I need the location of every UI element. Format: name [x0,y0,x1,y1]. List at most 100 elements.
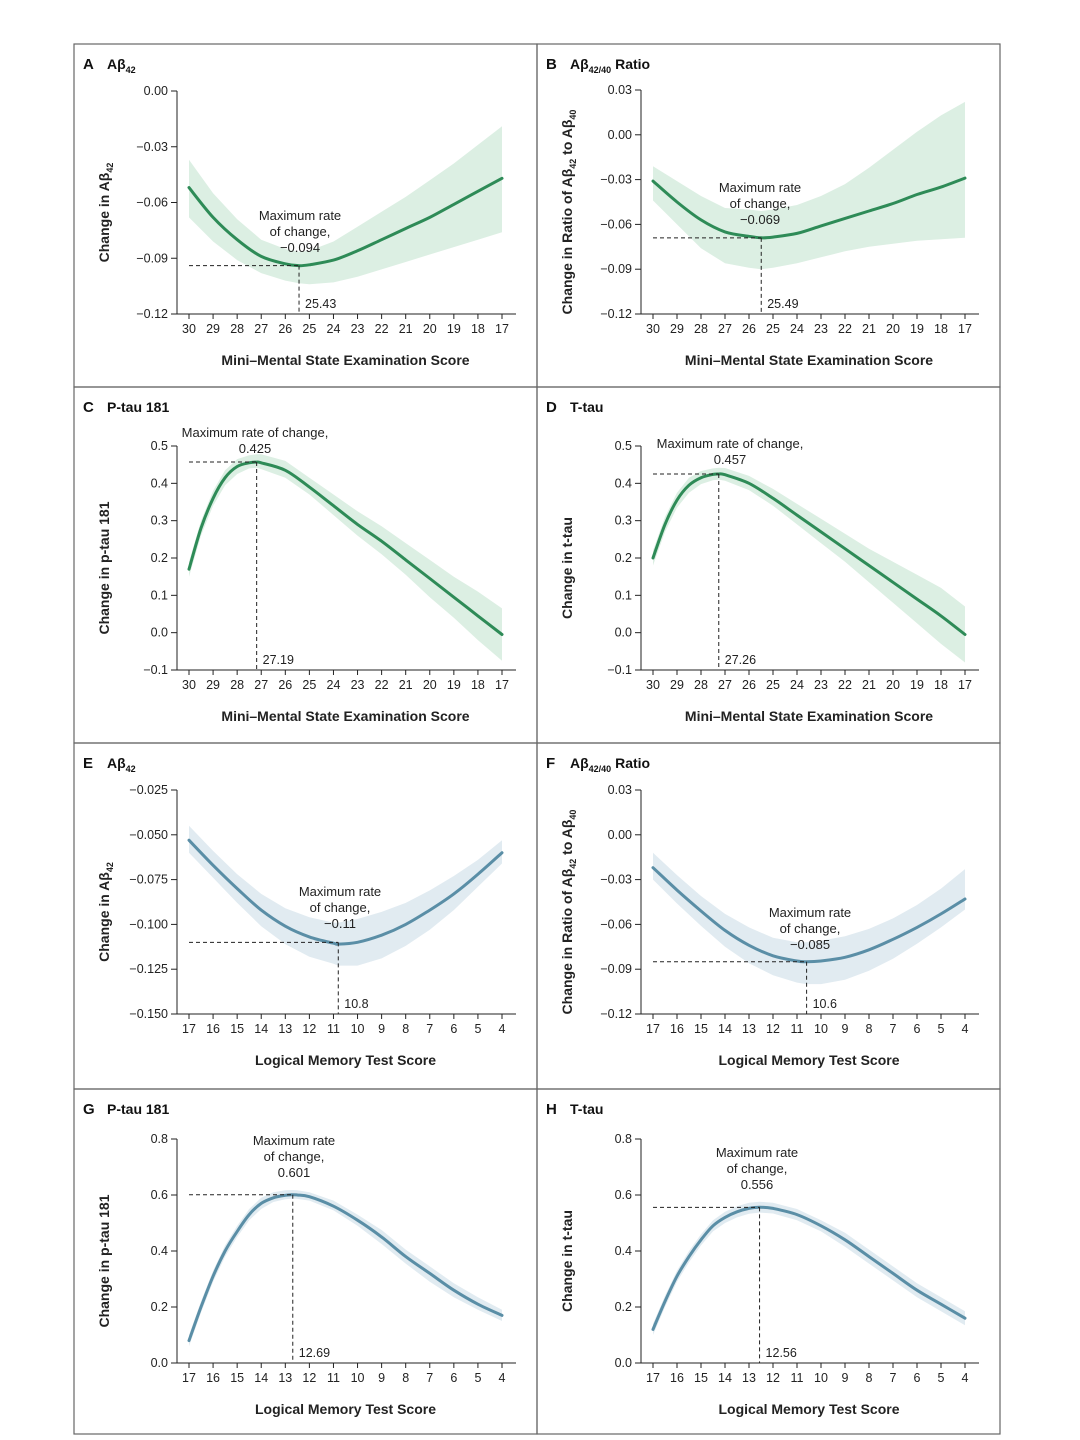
y-tick-label: 0.2 [151,1300,168,1314]
x-tick-label: 16 [670,1371,684,1385]
y-tick-label: −0.12 [600,307,632,321]
panel-letter: C [83,399,94,416]
x-tick-label: 4 [962,1022,969,1036]
series-line [187,1193,504,1343]
max-x-label: 25.49 [767,297,798,311]
x-tick-label: 7 [426,1371,433,1385]
panel-title: Aβ42/40 Ratio [570,755,650,774]
x-tick-label: 20 [886,678,900,692]
x-tick-label: 9 [842,1022,849,1036]
panel-title: Aβ42/40 Ratio [570,56,650,75]
y-axis-title: Change in p-tau 181 [96,1194,112,1327]
series-line [651,866,967,964]
y-tick-label: 0.00 [608,128,632,142]
x-tick-label: 10 [351,1022,365,1036]
y-tick-label: −0.03 [600,873,632,887]
x-axis-title: Mini–Mental State Examination Score [685,708,933,724]
x-tick-label: 21 [862,322,876,336]
x-tick-label: 18 [934,322,948,336]
max-rate-annotation: of change, [780,921,841,936]
x-tick-label: 21 [862,678,876,692]
panel-letter: G [83,1101,95,1118]
x-tick-label: 25 [302,678,316,692]
panel-title: P-tau 181 [107,399,169,415]
y-tick-label: 0.03 [608,783,632,797]
series-line [651,176,967,240]
y-axis-title: Change in Aβ42 [96,163,115,263]
x-tick-label: 24 [790,678,804,692]
x-tick-label: 5 [474,1371,481,1385]
y-axis-title-part: Change in Aβ [96,172,112,262]
max-rate-annotation: 0.556 [741,1177,774,1192]
x-tick-label: 7 [890,1371,897,1385]
x-tick-label: 23 [351,322,365,336]
x-axis-title: Mini–Mental State Examination Score [685,352,933,368]
y-tick-label: −0.03 [600,173,632,187]
panel-title-sub: 42 [126,764,136,774]
x-tick-label: 12 [766,1371,780,1385]
y-tick-label: 0.1 [615,588,632,602]
x-tick-label: 13 [742,1371,756,1385]
max-rate-annotation: −0.069 [740,212,780,227]
x-tick-label: 29 [206,322,220,336]
x-tick-label: 25 [766,678,780,692]
panel-letter: F [546,755,555,772]
y-tick-label: 0.5 [151,439,168,453]
x-tick-label: 17 [495,678,509,692]
x-tick-label: 17 [958,678,972,692]
x-tick-label: 6 [914,1371,921,1385]
y-axis-title: Change in t-tau [559,1210,575,1312]
x-tick-label: 16 [206,1022,220,1036]
panel-letter: D [546,399,557,416]
max-rate-annotation: Maximum rate of change, [657,436,804,451]
x-tick-label: 12 [302,1371,316,1385]
x-tick-label: 27 [718,678,732,692]
panel-title: Aβ42 [107,56,136,75]
confidence-band [653,467,965,663]
y-tick-label: 0.4 [151,1244,168,1258]
x-tick-label: 5 [938,1371,945,1385]
y-axis-title-part: 42 [568,159,578,169]
panel-title: T-tau [570,1101,603,1117]
series-line [651,1205,967,1331]
max-rate-annotation: 0.601 [278,1165,311,1180]
x-tick-label: 19 [910,322,924,336]
confidence-band [653,1201,965,1335]
x-tick-label: 10 [814,1022,828,1036]
y-tick-label: −0.03 [136,140,168,154]
y-tick-label: −0.075 [129,873,168,887]
x-tick-label: 10 [814,1371,828,1385]
y-tick-label: 0.1 [151,588,168,602]
y-tick-label: 0.8 [615,1132,632,1146]
y-tick-label: −0.12 [600,1007,632,1021]
y-tick-label: −0.09 [600,962,632,976]
x-tick-label: 20 [423,322,437,336]
x-tick-label: 25 [766,322,780,336]
max-rate-annotation: Maximum rate [299,884,381,899]
x-tick-label: 20 [423,678,437,692]
y-axis-title: Change in t-tau [559,517,575,619]
x-tick-label: 22 [838,322,852,336]
x-tick-label: 20 [886,322,900,336]
x-tick-label: 13 [278,1022,292,1036]
max-rate-annotation: −0.094 [280,240,320,255]
y-tick-label: −0.025 [129,783,168,797]
x-tick-label: 6 [450,1022,457,1036]
max-rate-annotation: of change, [310,900,371,915]
x-tick-label: 16 [206,1371,220,1385]
x-tick-label: 24 [327,678,341,692]
y-tick-label: 0.00 [144,84,168,98]
max-x-label: 12.56 [766,1346,797,1360]
x-tick-label: 27 [254,322,268,336]
panel-title-suffix: Ratio [611,56,650,72]
y-tick-label: 0.2 [615,1300,632,1314]
y-tick-label: −0.09 [136,251,168,265]
max-x-label: 25.43 [305,297,336,311]
confidence-band [189,825,502,966]
panel-title: Aβ42 [107,755,136,774]
x-tick-label: 26 [742,322,756,336]
y-tick-label: 0.03 [608,83,632,97]
series-line [187,460,504,636]
y-axis-title-part: Change in p-tau 181 [96,1194,112,1327]
max-rate-annotation: of change, [264,1149,325,1164]
